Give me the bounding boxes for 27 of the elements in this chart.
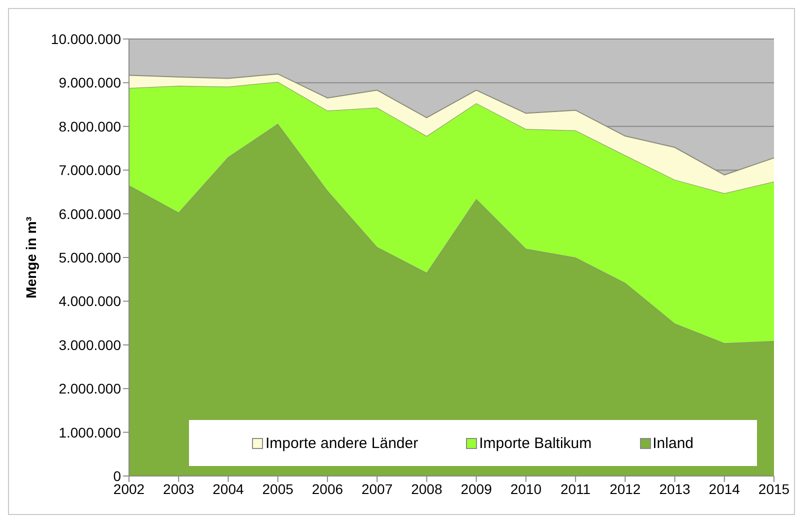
y-tick-label: 3.000.000: [58, 336, 122, 353]
y-tick-label: 8.000.000: [58, 118, 122, 134]
y-tick-label: 1.000.000: [58, 424, 122, 440]
legend-label: Importe Baltikum: [479, 434, 592, 452]
x-tick-label: 2010: [510, 480, 542, 497]
x-tick-label: 2004: [212, 480, 244, 497]
y-tick-label: 2.000.000: [58, 380, 122, 397]
x-tick-label: 2014: [708, 480, 740, 497]
x-tick-label: 2015: [758, 480, 790, 497]
x-tick-label: 2006: [312, 480, 344, 497]
y-tick-label: 5.000.000: [58, 249, 122, 266]
x-tick-label: 2012: [610, 480, 641, 497]
y-tick-label: 6.000.000: [58, 206, 122, 222]
x-tick-label: 2003: [163, 480, 194, 497]
x-tick-label: 2013: [659, 480, 691, 497]
y-tick-label: 9.000.000: [58, 74, 122, 91]
y-tick-label: 10.000.000: [50, 30, 122, 47]
legend-label: Importe andere Länder: [265, 434, 418, 452]
x-tick-label: 2007: [362, 480, 393, 497]
y-tick-label: 7.000.000: [58, 162, 122, 178]
x-tick-label: 2008: [411, 480, 442, 497]
x-tick-label: 2011: [560, 480, 591, 497]
x-tick-label: 2009: [460, 480, 492, 497]
x-tick-label: 2005: [262, 480, 294, 497]
y-tick-label: 4.000.000: [58, 293, 122, 310]
legend-label: Inland: [652, 434, 694, 452]
y-axis-title: Menge in m³: [22, 216, 39, 298]
